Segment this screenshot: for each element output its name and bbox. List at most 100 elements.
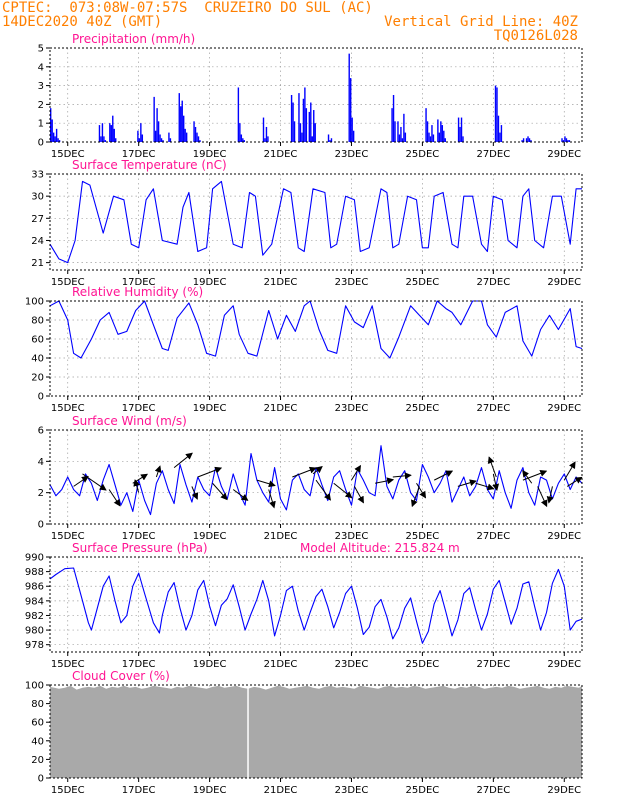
wind-arrow bbox=[566, 476, 583, 487]
wind-arrow bbox=[315, 479, 331, 501]
precip-xtick-label: 23DEC bbox=[335, 149, 369, 160]
precip-bar bbox=[398, 134, 401, 142]
precip-bar bbox=[301, 132, 303, 142]
rh-xtick-label: 17DEC bbox=[122, 403, 156, 414]
wind-arrow bbox=[353, 486, 364, 504]
wind-ytick-label: 6 bbox=[38, 426, 44, 437]
precip-bar bbox=[52, 132, 55, 142]
precip-bar bbox=[101, 123, 104, 142]
precip-bar bbox=[441, 125, 444, 142]
precip-bar bbox=[178, 93, 180, 142]
precip-bar bbox=[459, 126, 461, 142]
precip-bar bbox=[109, 123, 111, 142]
rh-xtick-label: 15DEC bbox=[51, 403, 85, 414]
wind-arrow bbox=[522, 469, 533, 484]
cloud-ytick-label: 80 bbox=[31, 699, 44, 710]
rh-line bbox=[49, 300, 583, 359]
cloud-xtick-label: 15DEC bbox=[51, 785, 85, 796]
precip-bar bbox=[438, 132, 441, 142]
wind-frame bbox=[49, 429, 583, 525]
precip-bar bbox=[443, 130, 445, 142]
pres-frame bbox=[49, 556, 583, 653]
precip-bar bbox=[527, 136, 529, 142]
wind-xtick-label: 15DEC bbox=[51, 531, 85, 542]
precip-bar bbox=[440, 121, 442, 142]
precip-bar bbox=[391, 108, 393, 142]
precip-bar bbox=[58, 140, 61, 142]
precip-bar bbox=[159, 134, 161, 142]
wind-xtick-label: 19DEC bbox=[193, 531, 227, 542]
rh-ytick-label: 20 bbox=[31, 373, 44, 384]
precip-bar bbox=[403, 113, 405, 142]
cloud-ytick-label: 40 bbox=[31, 736, 44, 747]
precip-bar bbox=[330, 138, 333, 142]
wind-arrow bbox=[522, 470, 548, 481]
precip-bar bbox=[265, 126, 268, 142]
precip-bar bbox=[160, 138, 163, 142]
precip-bar bbox=[162, 140, 164, 142]
pres-ytick-label: 978 bbox=[25, 640, 44, 651]
precip-bar bbox=[169, 138, 172, 142]
header-date: 14DEC2020 40Z (GMT) bbox=[2, 14, 163, 30]
precip-bar bbox=[308, 111, 311, 142]
precip-ytick-label: 0 bbox=[38, 138, 44, 149]
precip-bar bbox=[157, 121, 160, 142]
temp-xtick-label: 27DEC bbox=[476, 277, 510, 288]
rh-xtick-label: 27DEC bbox=[476, 403, 510, 414]
cloud-ytick-label: 20 bbox=[31, 755, 44, 766]
wind-arrow bbox=[563, 461, 576, 481]
precip-bar bbox=[394, 121, 396, 142]
precip-ytick-label: 3 bbox=[38, 81, 44, 92]
precip-bar bbox=[243, 140, 245, 142]
pres-xtick-label: 15DEC bbox=[51, 659, 85, 670]
cloud-panel: 0 20 40 60 80 100 15DEC 17DEC 19DEC 21DEC 23DEC 25D… bbox=[25, 669, 583, 796]
cloud-ytick-label: 0 bbox=[38, 774, 44, 785]
header-code: TQ0126L028 bbox=[493, 28, 578, 44]
precip-bar bbox=[457, 117, 460, 142]
pres-xtick-label: 23DEC bbox=[335, 659, 369, 670]
wind-ytick-label: 4 bbox=[38, 457, 44, 468]
precip-bar bbox=[242, 138, 244, 142]
precip-bar bbox=[168, 132, 170, 142]
pres-xtick-label: 17DEC bbox=[122, 659, 156, 670]
precip-bar bbox=[302, 98, 305, 142]
precip-bar bbox=[431, 125, 433, 142]
temp-ytick-label: 24 bbox=[31, 236, 44, 247]
precip-bar bbox=[141, 134, 144, 142]
precip-bar bbox=[237, 87, 240, 142]
wind-arrow bbox=[173, 452, 193, 468]
wind-xtick-label: 21DEC bbox=[264, 531, 298, 542]
precip-bar bbox=[349, 78, 352, 142]
precip-xtick-label: 29DEC bbox=[547, 149, 581, 160]
wind-arrow bbox=[433, 470, 454, 481]
precip-bar bbox=[352, 130, 355, 142]
pres-panel: 978 980 982 984 986 988 990 15DEC 17DEC 19DEC 21DE… bbox=[25, 541, 583, 670]
precip-bar bbox=[292, 102, 294, 142]
precip-xtick-label: 27DEC bbox=[476, 149, 510, 160]
header: CPTEC: 073:08W-07:57S CRUZEIRO DO SUL (A… bbox=[0, 0, 618, 45]
cloud-ytick-label: 60 bbox=[31, 718, 44, 729]
precip-bar bbox=[193, 121, 195, 142]
precip-xtick-label: 17DEC bbox=[122, 149, 156, 160]
rh-ytick-label: 60 bbox=[31, 335, 44, 346]
precip-bar bbox=[404, 132, 407, 142]
cloud-xtick-label: 23DEC bbox=[335, 785, 369, 796]
precip-bar bbox=[521, 140, 523, 142]
precip-bar bbox=[55, 128, 58, 142]
cloud-xtick-label: 25DEC bbox=[406, 785, 440, 796]
precip-bar bbox=[568, 140, 571, 142]
cloud-xtick-label: 29DEC bbox=[547, 785, 581, 796]
precip-bar bbox=[400, 126, 402, 142]
cloud-xtick-label: 21DEC bbox=[264, 785, 298, 796]
precip-bar bbox=[425, 108, 427, 142]
wind-arrow bbox=[392, 472, 412, 480]
precip-bar bbox=[267, 136, 269, 142]
precip-bar bbox=[305, 108, 308, 142]
precip-bar bbox=[444, 138, 446, 142]
precip-bar bbox=[239, 123, 241, 142]
wind-arrow bbox=[312, 466, 323, 475]
cloud-xtick-label: 27DEC bbox=[476, 785, 510, 796]
temp-xtick-label: 23DEC bbox=[335, 277, 369, 288]
precip-bar bbox=[565, 138, 568, 142]
temp-ytick-label: 30 bbox=[31, 192, 44, 203]
